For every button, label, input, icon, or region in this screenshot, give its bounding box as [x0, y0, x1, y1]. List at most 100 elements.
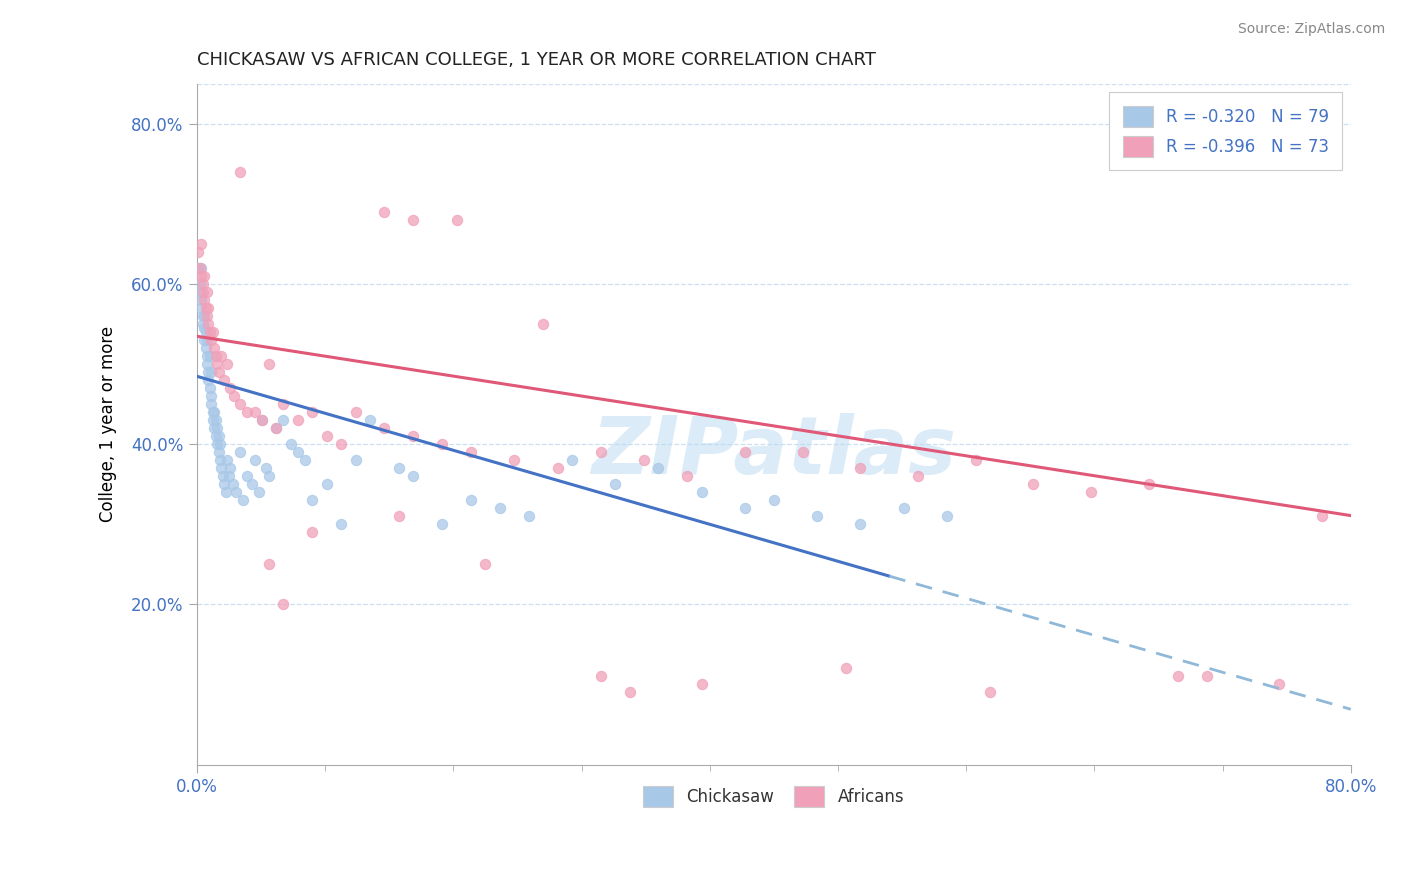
- Text: CHICKASAW VS AFRICAN COLLEGE, 1 YEAR OR MORE CORRELATION CHART: CHICKASAW VS AFRICAN COLLEGE, 1 YEAR OR …: [197, 51, 876, 69]
- Point: [190, 293, 212, 308]
- Point: [547, 461, 569, 475]
- Point: [315, 477, 337, 491]
- Point: [280, 437, 302, 451]
- Point: [207, 445, 229, 459]
- Point: [222, 477, 245, 491]
- Point: [243, 405, 266, 419]
- Point: [204, 413, 226, 427]
- Point: [195, 333, 218, 347]
- Point: [273, 598, 295, 612]
- Point: [202, 405, 225, 419]
- Point: [734, 501, 756, 516]
- Point: [301, 525, 323, 540]
- Point: [257, 558, 280, 572]
- Point: [373, 421, 395, 435]
- Point: [690, 485, 713, 500]
- Point: [762, 493, 785, 508]
- Point: [1137, 477, 1160, 491]
- Point: [273, 413, 295, 427]
- Point: [517, 509, 540, 524]
- Point: [191, 285, 214, 300]
- Point: [264, 421, 287, 435]
- Point: [197, 365, 219, 379]
- Point: [219, 381, 242, 395]
- Point: [201, 325, 224, 339]
- Point: [208, 453, 231, 467]
- Point: [935, 509, 957, 524]
- Point: [193, 333, 215, 347]
- Point: [388, 461, 411, 475]
- Point: [195, 285, 218, 300]
- Point: [195, 310, 218, 324]
- Point: [402, 429, 425, 443]
- Point: [193, 293, 215, 308]
- Point: [211, 461, 233, 475]
- Point: [198, 325, 221, 339]
- Point: [190, 237, 212, 252]
- Point: [190, 269, 212, 284]
- Point: [619, 685, 641, 699]
- Point: [200, 397, 222, 411]
- Point: [287, 445, 309, 459]
- Point: [218, 469, 240, 483]
- Point: [965, 453, 987, 467]
- Point: [201, 405, 224, 419]
- Point: [254, 461, 277, 475]
- Point: [676, 469, 699, 483]
- Point: [188, 261, 211, 276]
- Point: [212, 469, 235, 483]
- Point: [187, 261, 209, 276]
- Point: [893, 501, 915, 516]
- Point: [205, 357, 228, 371]
- Point: [1195, 669, 1218, 683]
- Point: [907, 469, 929, 483]
- Point: [211, 349, 233, 363]
- Y-axis label: College, 1 year or more: College, 1 year or more: [100, 326, 117, 523]
- Point: [979, 685, 1001, 699]
- Point: [193, 321, 215, 335]
- Point: [531, 318, 554, 332]
- Point: [195, 349, 218, 363]
- Point: [474, 558, 496, 572]
- Point: [359, 413, 381, 427]
- Point: [191, 310, 214, 324]
- Point: [224, 389, 246, 403]
- Point: [200, 333, 222, 347]
- Point: [330, 517, 353, 532]
- Point: [207, 365, 229, 379]
- Point: [503, 453, 526, 467]
- Point: [215, 485, 238, 500]
- Point: [236, 469, 259, 483]
- Point: [250, 413, 273, 427]
- Point: [205, 437, 228, 451]
- Point: [1080, 485, 1102, 500]
- Point: [191, 318, 214, 332]
- Point: [197, 318, 219, 332]
- Point: [460, 445, 482, 459]
- Point: [315, 429, 337, 443]
- Point: [190, 301, 212, 316]
- Point: [200, 389, 222, 403]
- Point: [198, 381, 221, 395]
- Point: [187, 245, 209, 260]
- Point: [301, 493, 323, 508]
- Point: [344, 405, 367, 419]
- Point: [214, 477, 236, 491]
- Point: [430, 437, 453, 451]
- Point: [690, 677, 713, 691]
- Point: [204, 429, 226, 443]
- Point: [589, 669, 612, 683]
- Point: [287, 413, 309, 427]
- Point: [806, 509, 828, 524]
- Text: ZIPatlas: ZIPatlas: [592, 412, 956, 491]
- Point: [257, 469, 280, 483]
- Point: [225, 485, 247, 500]
- Point: [247, 485, 270, 500]
- Point: [240, 477, 263, 491]
- Point: [219, 461, 242, 475]
- Point: [273, 397, 295, 411]
- Point: [236, 405, 259, 419]
- Point: [191, 277, 214, 292]
- Point: [243, 453, 266, 467]
- Point: [229, 445, 252, 459]
